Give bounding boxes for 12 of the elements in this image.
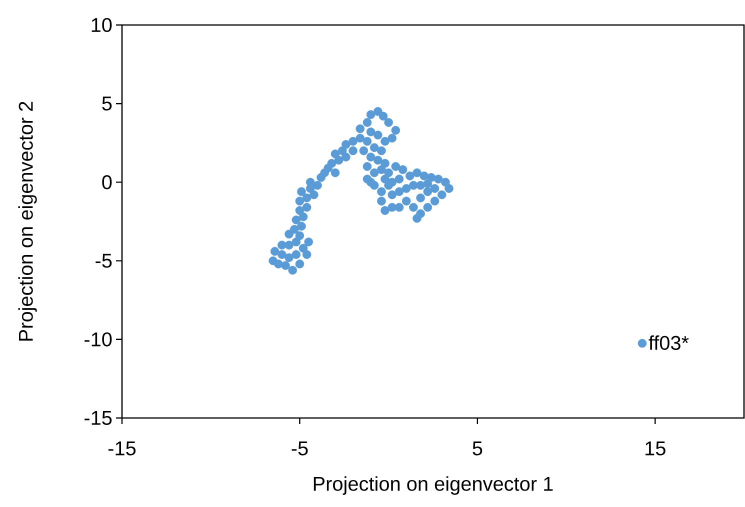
y-tick-label: -15 bbox=[84, 411, 112, 425]
x-axis-title: Projection on eigenvector 1 bbox=[314, 476, 553, 495]
x-tick-label: 15 bbox=[646, 442, 666, 456]
y-tick-label: -10 bbox=[84, 332, 112, 346]
y-tick-label: 10 bbox=[92, 18, 112, 32]
y-tick-label: 5 bbox=[102, 96, 112, 111]
legend-label: ff03* bbox=[648, 335, 689, 350]
x-tick-label: 5 bbox=[472, 442, 482, 456]
y-axis-title: Projection on eigenvector 2 bbox=[18, 102, 37, 341]
x-tick-label: -5 bbox=[292, 442, 308, 456]
y-tick-label: -5 bbox=[96, 254, 112, 268]
y-tick-label: 0 bbox=[102, 175, 112, 190]
